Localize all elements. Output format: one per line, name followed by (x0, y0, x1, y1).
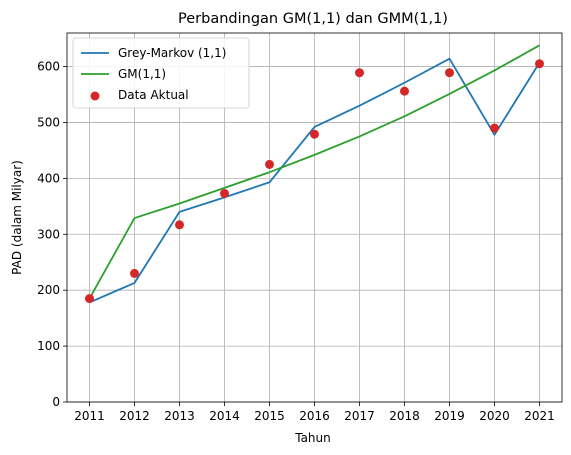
ticks: 2011 2012 2013 2014 2015 2016 2017 2018 2019 2020… (37, 60, 555, 423)
data-point-data-aktual (175, 220, 184, 230)
data-point-data-aktual (445, 68, 454, 78)
series-line-grey-markov-1-1 (89, 57, 541, 304)
data-point-data-aktual (130, 268, 139, 278)
legend-label-data-aktual: Data Aktual (118, 88, 189, 102)
y-tick-label: 200 (37, 283, 60, 297)
x-tick-label: 2013 (164, 409, 195, 423)
data-point-data-aktual (310, 129, 319, 139)
x-tick-label: 2020 (479, 409, 510, 423)
data-point-data-aktual (535, 59, 544, 69)
legend: Grey-Markov (1,1) GM(1,1) Data Aktual (72, 37, 250, 109)
series-layer (85, 44, 544, 304)
legend-box (72, 37, 250, 109)
y-tick-label: 100 (37, 339, 60, 353)
x-tick-label: 2016 (299, 409, 330, 423)
chart-title: Perbandingan GM(1,1) dan GMM(1,1) (178, 11, 448, 27)
series-line-gm-1-1 (88, 44, 540, 300)
y-axis-label: PAD (dalam Milyar) (10, 160, 24, 275)
y-tick-label: 300 (37, 227, 60, 241)
legend-swatch-data-aktual (90, 91, 100, 101)
y-tick-label: 600 (37, 60, 60, 74)
x-axis-label: Tahun (294, 431, 331, 445)
data-point-data-aktual (265, 159, 274, 169)
x-tick-label: 2012 (119, 409, 150, 423)
x-tick-label: 2011 (74, 409, 105, 423)
data-point-data-aktual (85, 294, 94, 304)
legend-label-grey-markov-1-1: Grey-Markov (1,1) (118, 46, 226, 60)
x-tick-label: 2019 (434, 409, 465, 423)
data-point-data-aktual (490, 123, 499, 133)
data-point-data-aktual (220, 188, 229, 198)
x-tick-label: 2021 (524, 409, 555, 423)
legend-label-gm-1-1: GM(1,1) (118, 67, 166, 81)
x-tick-label: 2018 (389, 409, 420, 423)
data-point-data-aktual (400, 86, 409, 96)
y-tick-label: 400 (37, 171, 60, 185)
y-tick-label: 500 (37, 115, 60, 129)
x-tick-label: 2014 (209, 409, 240, 423)
x-tick-label: 2017 (344, 409, 375, 423)
data-point-data-aktual (355, 68, 364, 78)
y-tick-label: 0 (52, 395, 60, 409)
x-tick-label: 2015 (254, 409, 285, 423)
